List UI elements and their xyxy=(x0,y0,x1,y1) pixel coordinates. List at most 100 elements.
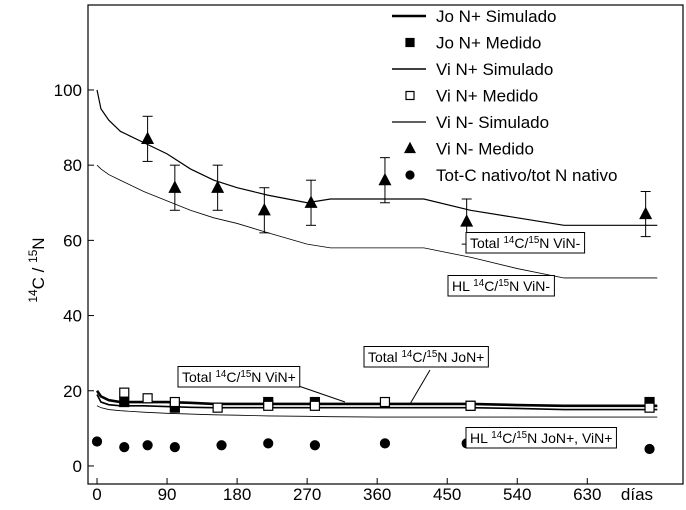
x-tick-label: 90 xyxy=(158,485,177,504)
text-segment: N ViN- xyxy=(539,235,580,251)
text-segment: N ViN+ xyxy=(251,369,295,385)
plot-frame xyxy=(87,4,684,485)
triangle-marker xyxy=(378,172,392,186)
text-segment: Total xyxy=(368,349,401,365)
text-segment: C / xyxy=(29,263,48,289)
legend-label: Vi N- Simulado xyxy=(436,113,549,132)
y-tick-label: 80 xyxy=(63,156,82,175)
triangle-marker xyxy=(304,195,318,208)
line-series xyxy=(95,390,658,408)
legend-label: Jo N+ Medido xyxy=(436,34,541,53)
text-segment: 15 xyxy=(498,278,509,289)
triangle-marker xyxy=(460,214,474,227)
square-marker xyxy=(309,400,321,411)
square-marker xyxy=(169,396,180,408)
circle-marker xyxy=(169,442,180,453)
triangle-marker xyxy=(211,180,225,193)
text-segment: 15 xyxy=(26,249,40,263)
legend-entry: Vi N- Simulado xyxy=(392,113,549,132)
leader-line xyxy=(409,369,431,405)
y-tick-label: 0 xyxy=(73,457,82,476)
text-segment: 14 xyxy=(491,430,502,441)
legend-entry: Jo N+ Simulado xyxy=(392,7,556,26)
text-segment: N xyxy=(29,237,48,249)
legend-label: Vi N+ Medido xyxy=(436,87,538,106)
legend-entry: Tot-C nativo/tot N nativo xyxy=(405,166,617,185)
triangle-marker xyxy=(141,131,155,144)
text-segment: N ViN- xyxy=(509,278,550,294)
text-segment: 14 xyxy=(215,369,226,380)
text-segment: N JoN+, ViN+ xyxy=(527,430,612,446)
triangle-marker xyxy=(639,206,653,220)
x-tick-label: 180 xyxy=(223,485,251,504)
circle-marker xyxy=(216,440,227,451)
x-tick-label: 270 xyxy=(293,485,321,504)
x-tick-label: 450 xyxy=(433,485,461,504)
square-marker xyxy=(405,37,415,48)
text-segment: 15 xyxy=(516,430,527,441)
legend-label: Vi N+ Simulado xyxy=(436,60,553,79)
text-segment: 15 xyxy=(240,369,251,380)
triangle-marker xyxy=(257,202,271,216)
legend-entry: Vi N+ Medido xyxy=(405,87,538,106)
square-marker xyxy=(405,90,415,101)
circle-marker xyxy=(142,440,153,451)
x-tick-label: 630 xyxy=(573,485,601,504)
circle-marker xyxy=(309,440,321,451)
circle-marker xyxy=(379,438,391,449)
circle-marker xyxy=(263,438,274,449)
annotation: Total 14C/15N JoN+ xyxy=(368,349,484,366)
triangle-marker xyxy=(168,180,182,193)
triangle-marker xyxy=(404,141,416,154)
x-tick-label: 0 xyxy=(92,485,101,504)
legend-label: Jo N+ Simulado xyxy=(436,7,556,26)
text-segment: 15 xyxy=(528,235,539,246)
square-marker xyxy=(212,402,223,413)
square-marker xyxy=(142,393,153,404)
annotation: HL 14C/15N ViN- xyxy=(452,278,550,295)
y-tick-label: 20 xyxy=(63,382,82,401)
text-segment: C/ xyxy=(514,235,528,251)
text-segment: N JoN+ xyxy=(437,349,484,365)
annotation-box xyxy=(177,366,301,388)
annotation: Total 14C/15N ViN+ xyxy=(182,369,296,386)
annotation: HL 14C/15N JoN+, ViN+ xyxy=(470,430,612,447)
text-segment: 14 xyxy=(26,289,40,303)
annotation-box xyxy=(447,275,555,297)
x-tick-label: 360 xyxy=(363,485,391,504)
annotation-box xyxy=(363,346,489,368)
annotation-box xyxy=(465,427,617,449)
line-series xyxy=(96,164,658,279)
legend-entry: Vi N- Medido xyxy=(404,140,534,159)
line-series xyxy=(96,405,658,418)
text-segment: Total xyxy=(182,369,215,385)
text-segment: 14 xyxy=(503,235,514,246)
circle-marker xyxy=(644,443,655,455)
y-tick-label: 40 xyxy=(63,307,82,326)
circle-marker xyxy=(405,170,415,180)
x-tick-label: 540 xyxy=(503,485,531,504)
square-marker xyxy=(465,400,476,411)
annotation: Total 14C/15N ViN- xyxy=(470,235,581,252)
text-segment: Total xyxy=(470,235,503,251)
line-series xyxy=(96,89,658,226)
text-segment: C/ xyxy=(484,278,498,294)
annotation-box xyxy=(465,232,586,254)
circle-marker xyxy=(91,436,103,447)
square-marker xyxy=(119,387,130,398)
text-segment: HL xyxy=(452,278,473,294)
square-marker xyxy=(263,400,274,411)
text-segment: HL xyxy=(470,430,491,446)
legend-label: Vi N- Medido xyxy=(436,140,534,159)
text-segment: C/ xyxy=(412,349,426,365)
square-marker xyxy=(644,402,655,413)
text-segment: 14 xyxy=(401,349,412,360)
y-tick-label: 100 xyxy=(54,81,82,100)
legend-entry: Jo N+ Medido xyxy=(405,34,541,53)
y-axis-label: 14C / 15N xyxy=(26,237,48,302)
x-axis-label: días xyxy=(621,485,653,504)
legend-label: Tot-C nativo/tot N nativo xyxy=(436,166,617,185)
square-marker xyxy=(379,396,391,408)
legend-entry: Vi N+ Simulado xyxy=(392,60,553,79)
